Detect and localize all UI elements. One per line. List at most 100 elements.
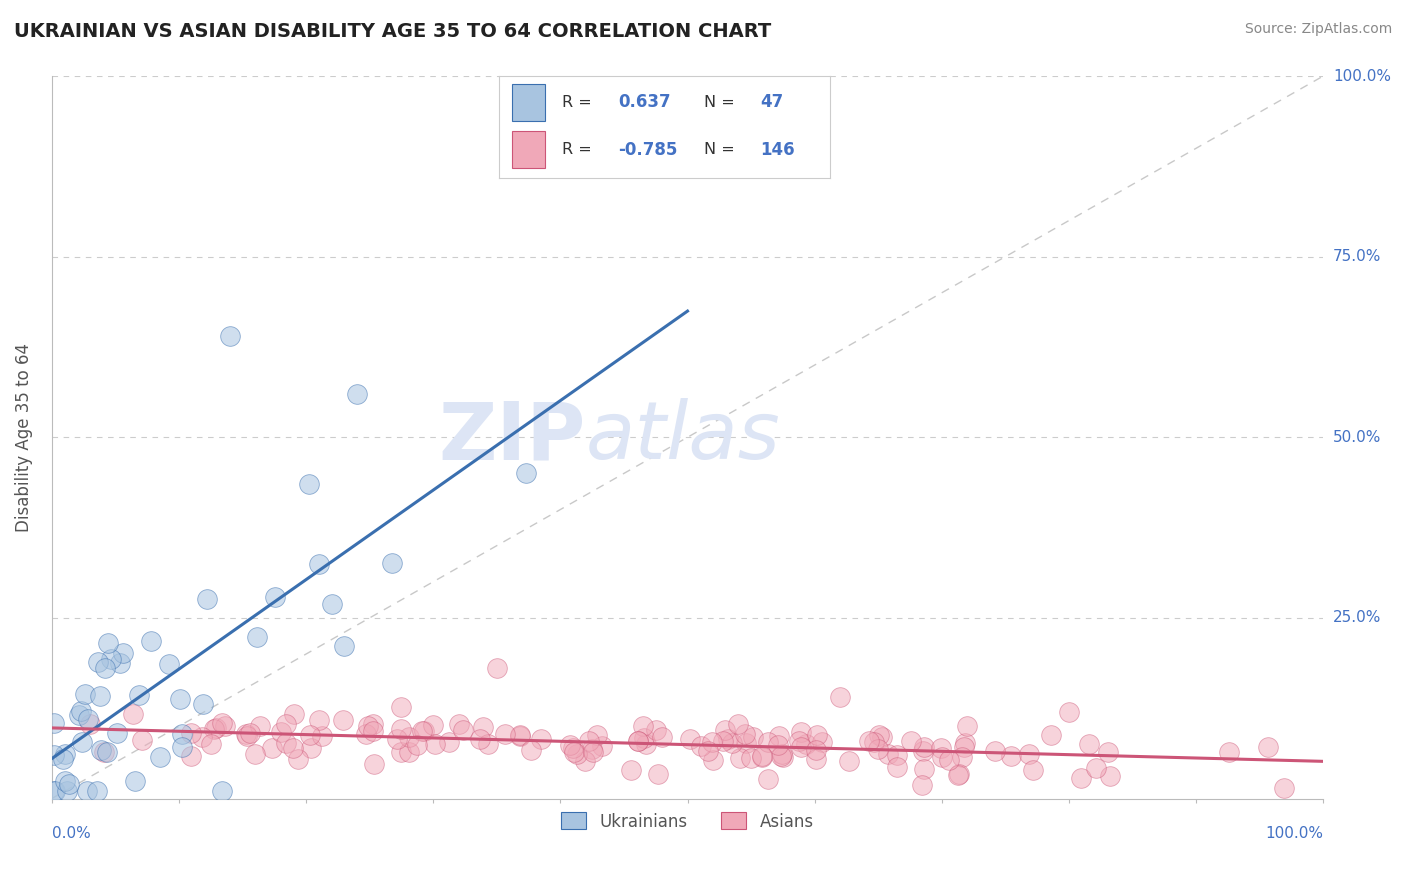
Point [868, 741, 890, 756]
Point [717, 732, 740, 747]
Point [202, 723, 225, 737]
Point [422, 717, 444, 731]
Point [389, 745, 412, 759]
Point [948, 766, 970, 780]
Point [124, 774, 146, 789]
Point [494, 727, 516, 741]
Point [582, 745, 605, 759]
Point [1057, 705, 1080, 719]
Text: 75.0%: 75.0% [1333, 249, 1381, 264]
Point [1018, 747, 1040, 761]
Point [170, 727, 193, 741]
Point [169, 691, 191, 706]
Point [128, 688, 150, 702]
Point [58, 777, 80, 791]
Point [574, 754, 596, 768]
Point [363, 717, 385, 731]
Point [235, 727, 257, 741]
Point [562, 745, 585, 759]
Point [1040, 728, 1063, 742]
Point [751, 748, 773, 763]
Point [471, 720, 494, 734]
Point [911, 778, 934, 792]
Point [89, 689, 111, 703]
Point [858, 734, 880, 748]
Point [389, 722, 412, 736]
Point [93, 745, 115, 759]
Text: R =: R = [562, 95, 592, 110]
Point [299, 740, 322, 755]
Point [381, 556, 404, 570]
Point [756, 735, 779, 749]
Point [76, 784, 98, 798]
Point [122, 706, 145, 721]
Point [423, 737, 446, 751]
Point [790, 725, 813, 739]
Point [44, 784, 66, 798]
Point [620, 764, 643, 778]
Text: 146: 146 [761, 141, 794, 159]
Point [561, 741, 583, 756]
FancyBboxPatch shape [512, 84, 546, 121]
Point [131, 732, 153, 747]
Point [1272, 780, 1295, 795]
Text: R =: R = [562, 142, 592, 157]
Text: ZIP: ZIP [439, 399, 586, 476]
Point [363, 757, 385, 772]
Point [804, 752, 827, 766]
Point [647, 767, 669, 781]
Point [794, 737, 817, 751]
Text: 50.0%: 50.0% [1333, 430, 1381, 445]
Point [79, 717, 101, 731]
Point [751, 749, 773, 764]
Point [766, 739, 789, 753]
Point [108, 657, 131, 671]
Text: -0.785: -0.785 [619, 141, 678, 159]
Point [214, 719, 236, 733]
Point [90, 743, 112, 757]
Point [870, 731, 893, 745]
Text: N =: N = [704, 95, 735, 110]
Point [100, 651, 122, 665]
Point [886, 760, 908, 774]
Point [634, 737, 657, 751]
Point [398, 730, 420, 744]
Text: 0.637: 0.637 [619, 94, 671, 112]
Point [333, 639, 356, 653]
Point [346, 387, 368, 401]
Point [180, 726, 202, 740]
Point [211, 716, 233, 731]
Point [911, 744, 934, 758]
Point [953, 736, 976, 750]
Point [243, 747, 266, 762]
Point [87, 655, 110, 669]
Point [412, 723, 434, 738]
Point [218, 329, 240, 343]
Point [956, 719, 979, 733]
Point [52, 752, 75, 766]
Point [249, 719, 271, 733]
Point [1218, 745, 1240, 759]
Point [411, 724, 433, 739]
Text: 0.0%: 0.0% [52, 826, 90, 841]
Point [453, 723, 475, 737]
Point [53, 747, 76, 761]
Point [468, 731, 491, 746]
Point [912, 740, 935, 755]
Point [877, 747, 900, 761]
Point [195, 592, 218, 607]
Point [631, 719, 654, 733]
Point [1078, 738, 1101, 752]
Point [236, 729, 259, 743]
Point [1097, 745, 1119, 759]
Text: 47: 47 [761, 94, 783, 112]
Point [509, 728, 531, 742]
Point [633, 731, 655, 745]
Point [56, 784, 79, 798]
Point [406, 738, 429, 752]
Point [97, 636, 120, 650]
Point [389, 699, 412, 714]
Point [806, 728, 828, 742]
Point [929, 741, 952, 756]
Point [734, 736, 756, 750]
